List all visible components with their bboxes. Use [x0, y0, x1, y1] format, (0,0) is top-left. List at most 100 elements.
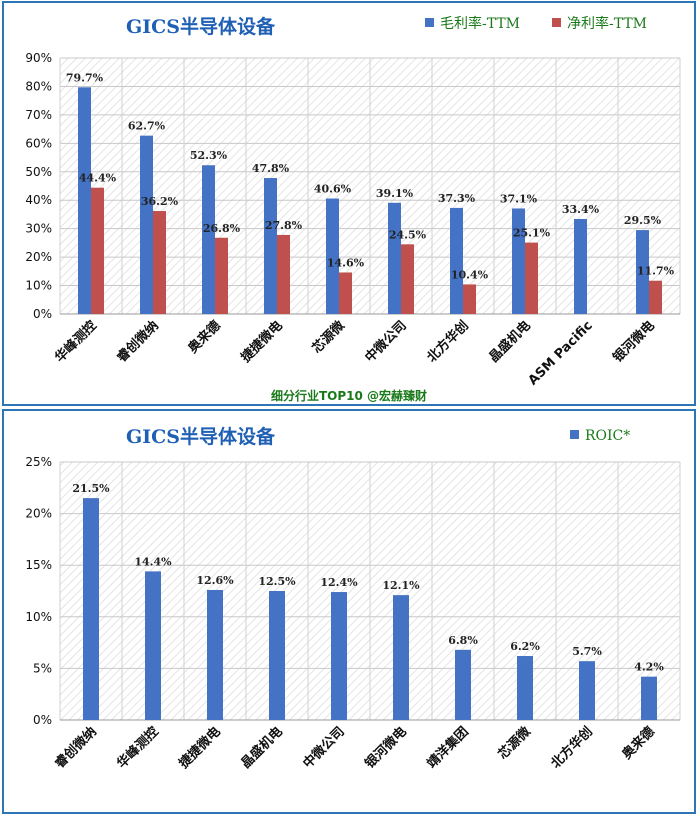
y-tick-label: 80% [25, 79, 52, 93]
y-tick-label: 20% [25, 507, 52, 521]
bar [463, 284, 476, 314]
legend-swatch-roic [570, 430, 579, 439]
bar [78, 87, 91, 314]
x-category-label: 芯源微 [495, 723, 535, 763]
y-tick-label: 0% [33, 713, 52, 727]
bar [579, 661, 595, 720]
data-label: 27.8% [265, 219, 303, 232]
x-category-label: 芯源微 [309, 317, 349, 357]
x-category-label: 华峰测控 [114, 724, 162, 772]
data-label: 24.5% [389, 228, 427, 241]
y-axis: 0% 10% 20% 30% 40% 50% 60% 70% 80% 90% [25, 51, 52, 321]
bar [202, 165, 215, 314]
x-category-label: 北方华创 [424, 318, 472, 366]
data-label: 12.4% [320, 576, 358, 589]
bar [83, 498, 99, 720]
top-chart: 0% 10% 20% 30% 40% 50% 60% 70% 80% 90% 79.7% 44.4%… [25, 15, 681, 403]
x-category-label: 晶盛机电 [486, 318, 534, 366]
bar [641, 676, 657, 720]
data-label: 5.7% [572, 645, 602, 658]
data-label: 11.7% [637, 265, 675, 278]
data-label: 36.2% [141, 195, 179, 208]
y-tick-label: 30% [25, 222, 52, 236]
x-category-label: 睿创微纳 [52, 724, 100, 772]
data-label: 21.5% [72, 482, 110, 495]
x-category-label: 晶盛机电 [238, 724, 286, 772]
data-label: 12.1% [382, 579, 420, 592]
bar [277, 234, 290, 314]
bar [91, 187, 104, 314]
y-tick-label: 0% [33, 307, 52, 321]
x-category-label: 银河微电 [610, 318, 658, 366]
gridlines [59, 461, 681, 721]
data-label: 25.1% [513, 227, 551, 240]
data-label: 79.7% [66, 71, 104, 84]
y-tick-label: 20% [25, 250, 52, 264]
data-label: 44.4% [79, 172, 117, 185]
bar [388, 202, 401, 314]
chart-title: GICS半导体设备 [126, 15, 276, 38]
bar [517, 656, 533, 720]
bar [455, 649, 471, 720]
bar [207, 589, 223, 720]
x-category-label: 捷捷微电 [238, 318, 286, 366]
bar [450, 207, 463, 314]
data-label: 6.8% [448, 634, 478, 647]
bar [326, 198, 339, 314]
y-tick-label: 40% [25, 193, 52, 207]
bar [393, 595, 409, 720]
data-label: 26.8% [203, 222, 241, 235]
bar [264, 178, 277, 314]
y-tick-label: 10% [25, 610, 52, 624]
y-tick-label: 60% [25, 136, 52, 150]
y-tick-label: 50% [25, 165, 52, 179]
chart-title: GICS半导体设备 [126, 425, 276, 448]
data-label: 62.7% [128, 120, 166, 133]
x-category-label: 华峰测控 [52, 318, 100, 366]
y-tick-label: 10% [25, 279, 52, 293]
y-tick-label: 25% [25, 455, 52, 469]
data-label: 52.3% [190, 149, 228, 162]
bar [574, 218, 587, 314]
y-tick-label: 5% [33, 661, 52, 675]
bar [331, 592, 347, 720]
y-tick-label: 15% [25, 558, 52, 572]
bar [215, 237, 228, 314]
data-label: 6.2% [510, 640, 540, 653]
legend-net-margin: 净利率-TTM [567, 15, 647, 32]
bar [512, 208, 525, 314]
data-label: 39.1% [376, 187, 414, 200]
bar [525, 242, 538, 314]
bars [83, 498, 657, 720]
data-label: 12.5% [258, 575, 296, 588]
bar [339, 272, 352, 314]
data-label: 47.8% [252, 162, 290, 175]
x-axis-categories: 睿创微纳 华峰测控 捷捷微电 晶盛机电 中微公司 银河微电 靖洋集团 芯源微 北方华创 奥来德 [52, 723, 658, 772]
x-category-label: 靖洋集团 [424, 724, 472, 772]
data-label: 14.6% [327, 256, 365, 269]
x-category-label: 银河微电 [362, 724, 410, 772]
bar [649, 280, 662, 314]
bars [78, 87, 662, 314]
data-label: 37.1% [500, 192, 538, 205]
data-label: 10.4% [451, 268, 489, 281]
top-chart-panel: 0% 10% 20% 30% 40% 50% 60% 70% 80% 90% 79.7% 44.4%… [2, 1, 696, 406]
bar [401, 244, 414, 314]
x-category-label: 捷捷微电 [176, 724, 224, 772]
footnote: 细分行业TOP10 @宏赫臻财 [271, 388, 427, 403]
x-category-label: 中微公司 [362, 318, 410, 366]
y-tick-label: 70% [25, 108, 52, 122]
data-label: 4.2% [634, 661, 664, 674]
bar [145, 571, 161, 720]
data-label: 33.4% [562, 203, 600, 216]
data-labels: 79.7% 44.4% 62.7% 36.2% 52.3% 26.8% 47.8% 27.8%… [66, 71, 675, 281]
bar [153, 211, 166, 314]
y-axis: 0% 5% 10% 15% 20% 25% [25, 455, 52, 727]
x-category-label: 奥来德 [185, 318, 224, 357]
bar [636, 230, 649, 314]
x-category-label: 奥来德 [619, 724, 658, 763]
legend-roic: ROIC* [585, 428, 630, 444]
data-label: 14.4% [134, 555, 172, 568]
y-tick-label: 90% [25, 51, 52, 65]
